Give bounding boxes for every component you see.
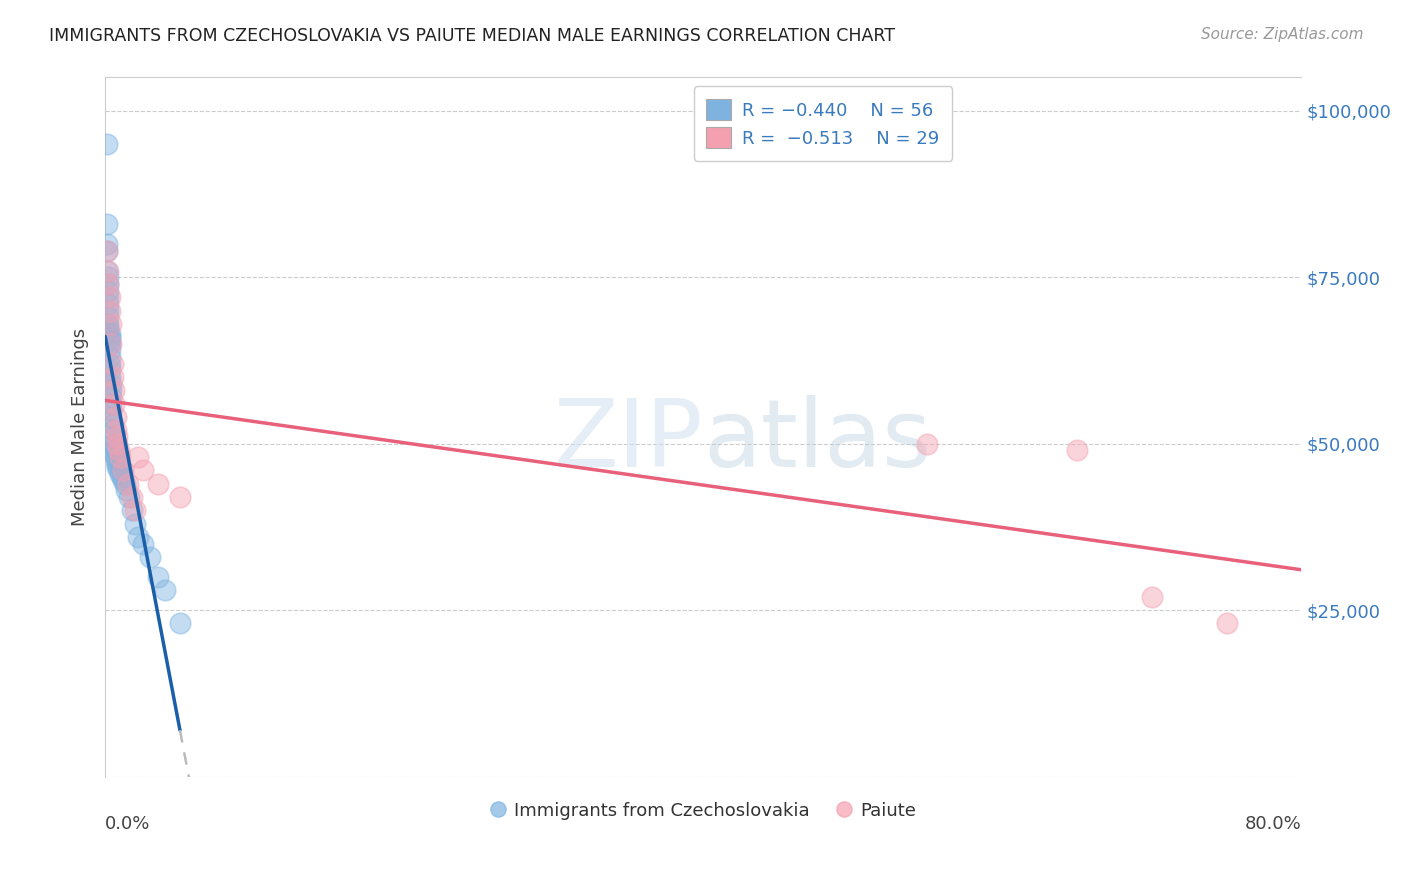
Y-axis label: Median Male Earnings: Median Male Earnings (72, 328, 89, 526)
Point (100, 410, 122, 425)
Point (108, 450, 131, 464)
Point (101, 370, 124, 384)
Point (169, 616, 191, 631)
Point (111, 470, 134, 484)
Point (917, 436, 939, 450)
Point (131, 463, 153, 477)
Point (104, 450, 127, 464)
Text: atlas: atlas (703, 395, 932, 487)
Point (105, 460, 128, 475)
Point (103, 384, 125, 398)
Point (104, 410, 127, 425)
Point (121, 490, 143, 504)
Point (97, 263, 120, 277)
Point (114, 476, 136, 491)
Point (97, 320, 120, 334)
Point (100, 384, 122, 398)
Point (98, 334, 121, 348)
Point (112, 463, 135, 477)
Point (105, 457, 128, 471)
Point (124, 503, 146, 517)
Point (96, 244, 118, 258)
Point (107, 463, 129, 477)
Point (103, 440, 125, 454)
Point (124, 516, 146, 531)
Point (108, 467, 131, 481)
Point (97, 290, 120, 304)
Point (96, 236, 118, 251)
Text: Source: ZipAtlas.com: Source: ZipAtlas.com (1201, 27, 1364, 42)
Point (101, 417, 124, 431)
Point (100, 317, 122, 331)
Point (98, 343, 121, 358)
Point (97, 297, 120, 311)
Point (112, 473, 135, 487)
Point (1215, 616, 1237, 631)
Point (146, 570, 169, 584)
Point (98, 370, 121, 384)
Point (100, 397, 122, 411)
Point (118, 490, 141, 504)
Text: ZIP: ZIP (554, 395, 703, 487)
Point (103, 443, 125, 458)
Text: 80.0%: 80.0% (1244, 815, 1302, 833)
Point (105, 430, 128, 444)
Point (104, 453, 127, 467)
Point (101, 423, 124, 437)
Point (103, 397, 125, 411)
Point (153, 583, 176, 598)
Point (98, 363, 121, 377)
Point (103, 447, 125, 461)
Point (98, 330, 121, 344)
Point (96, 217, 118, 231)
Text: IMMIGRANTS FROM CZECHOSLOVAKIA VS PAIUTE MEDIAN MALE EARNINGS CORRELATION CHART: IMMIGRANTS FROM CZECHOSLOVAKIA VS PAIUTE… (49, 27, 896, 45)
Point (107, 443, 129, 458)
Point (97, 310, 120, 325)
Point (100, 403, 122, 417)
Point (97, 317, 120, 331)
Legend: Immigrants from Czechoslovakia, Paiute: Immigrants from Czechoslovakia, Paiute (484, 795, 924, 827)
Point (98, 357, 121, 371)
Point (100, 390, 122, 404)
Point (1066, 443, 1088, 458)
Point (98, 336, 121, 351)
Point (169, 490, 191, 504)
Point (104, 423, 127, 437)
Point (146, 476, 169, 491)
Point (101, 436, 124, 450)
Point (100, 336, 122, 351)
Point (100, 376, 122, 391)
Point (97, 277, 120, 291)
Point (127, 450, 149, 464)
Text: 0.0%: 0.0% (105, 815, 150, 833)
Point (97, 284, 120, 298)
Point (105, 436, 128, 450)
Point (98, 303, 121, 318)
Point (98, 290, 121, 304)
Point (131, 536, 153, 550)
Point (97, 323, 120, 337)
Point (1140, 590, 1163, 604)
Point (98, 350, 121, 364)
Point (127, 530, 149, 544)
Point (101, 357, 124, 371)
Point (117, 476, 139, 491)
Point (96, 136, 118, 151)
Point (97, 277, 120, 291)
Point (96, 244, 118, 258)
Point (98, 326, 121, 341)
Point (115, 483, 138, 498)
Point (97, 270, 120, 285)
Point (96, 263, 118, 277)
Point (121, 503, 143, 517)
Point (139, 549, 162, 564)
Point (101, 430, 124, 444)
Point (97, 303, 120, 318)
